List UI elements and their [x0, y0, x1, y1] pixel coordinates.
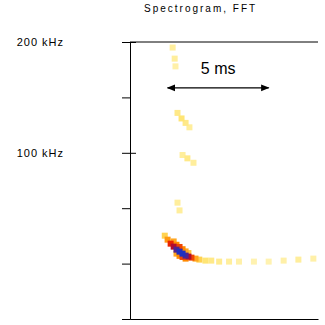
y-minor-ticks [122, 98, 130, 320]
y-tick-mark [122, 153, 136, 154]
spectrogram-cell [170, 45, 176, 51]
y-minor-tick [122, 264, 130, 265]
x-axis [131, 319, 319, 320]
spectrogram-cell [177, 207, 183, 213]
y-axis: 200 kHz 100 kHz [17, 36, 136, 319]
y-minor-tick-mark [122, 97, 130, 98]
y-axis-line [122, 43, 131, 320]
spectrogram-cell [184, 155, 190, 161]
spectrogram-cell [266, 259, 272, 265]
y-minor-tick [122, 208, 130, 209]
spectrogram-cell [281, 258, 287, 264]
spectrogram-cell [295, 257, 301, 263]
spectrogram-cell [175, 200, 181, 206]
y-tick-label: 100 kHz [17, 147, 64, 159]
frame-top [130, 42, 318, 43]
y-minor-tick [122, 319, 130, 320]
plot-area [162, 45, 317, 265]
spectrogram-cell [216, 259, 222, 265]
y-tick: 200 kHz [17, 36, 136, 48]
spectrogram-cell [175, 110, 181, 116]
spectrogram-cell [202, 258, 208, 264]
spectrogram-cell [208, 258, 214, 264]
spectrogram-cell [172, 56, 178, 62]
spectrogram-cell [310, 256, 316, 262]
spectrogram-cell [251, 259, 257, 265]
spectrogram-cell [179, 115, 185, 121]
y-tick-label: 200 kHz [17, 36, 64, 48]
y-minor-tick-mark [122, 319, 130, 320]
y-minor-tick-mark [122, 264, 130, 265]
title: Spectrogram, FFT [144, 3, 257, 14]
spectrogram-cell [190, 160, 196, 166]
spectrogram-cell [172, 63, 178, 69]
spectrogram-cell [236, 259, 242, 265]
annotation-label: 5 ms [201, 60, 236, 77]
x-axis-line [131, 319, 319, 320]
y-minor-tick [122, 97, 130, 98]
y-minor-tick-mark [122, 208, 130, 209]
y-tick: 100 kHz [17, 147, 136, 159]
chart: Spectrogram, FFT 200 kHz 100 kHz 5 ms [0, 0, 325, 325]
spectrogram-cell [180, 251, 186, 257]
annotation-arrow [168, 87, 269, 88]
spectrogram-cell [226, 259, 232, 265]
